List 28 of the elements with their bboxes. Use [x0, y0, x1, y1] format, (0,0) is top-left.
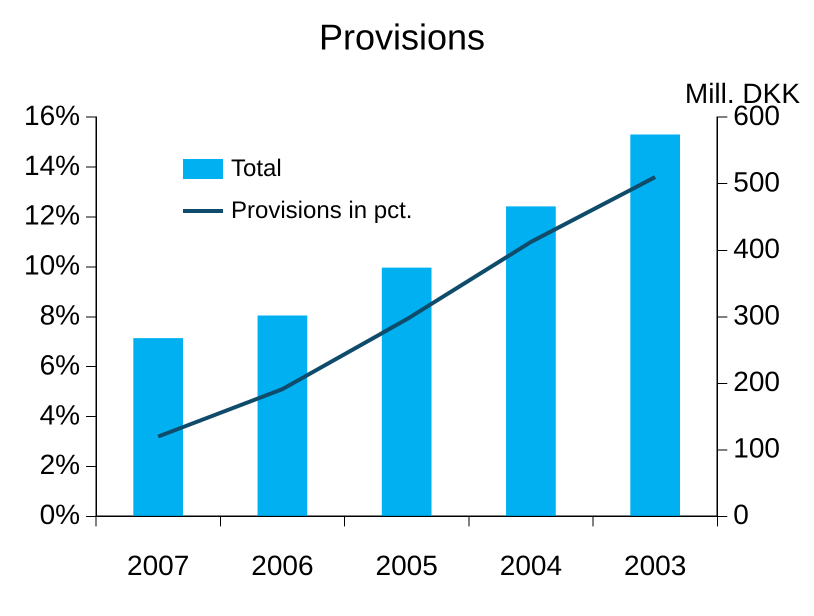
y-tick-label: 2%	[40, 449, 80, 480]
y-tick-label: 14%	[24, 150, 80, 181]
bar	[258, 315, 308, 516]
y-tick-label: 0%	[40, 499, 80, 530]
x-tick-label: 2004	[500, 550, 562, 581]
bar	[630, 134, 680, 516]
y-tick-label: 12%	[24, 200, 80, 231]
bar	[133, 338, 184, 516]
x-tick-label: 2005	[376, 550, 438, 581]
x-tick-label: 2006	[251, 550, 314, 581]
y-tick-label: 16%	[24, 100, 80, 131]
x-tick-label: 2007	[127, 550, 190, 581]
x-tick-label: 2003	[624, 550, 686, 581]
y2-tick-label: 300	[733, 300, 780, 331]
chart-title: Provisions	[318, 16, 486, 58]
y-tick-label: 4%	[40, 399, 80, 430]
y2-tick-label: 0	[733, 499, 749, 530]
y2-tick-label: 400	[733, 232, 780, 264]
y2-tick-label: 200	[733, 366, 780, 398]
y-tick-label: 8%	[40, 300, 80, 331]
y2-tick-label: 500	[733, 166, 780, 198]
y-tick-label: 6%	[40, 349, 80, 380]
y-tick-label: 10%	[24, 250, 80, 281]
bar	[382, 268, 432, 516]
bar	[506, 206, 556, 516]
y2-tick-label: 100	[733, 432, 780, 464]
legend-label: Total	[231, 154, 282, 184]
legend-label: Provisions in pct.	[231, 196, 412, 226]
